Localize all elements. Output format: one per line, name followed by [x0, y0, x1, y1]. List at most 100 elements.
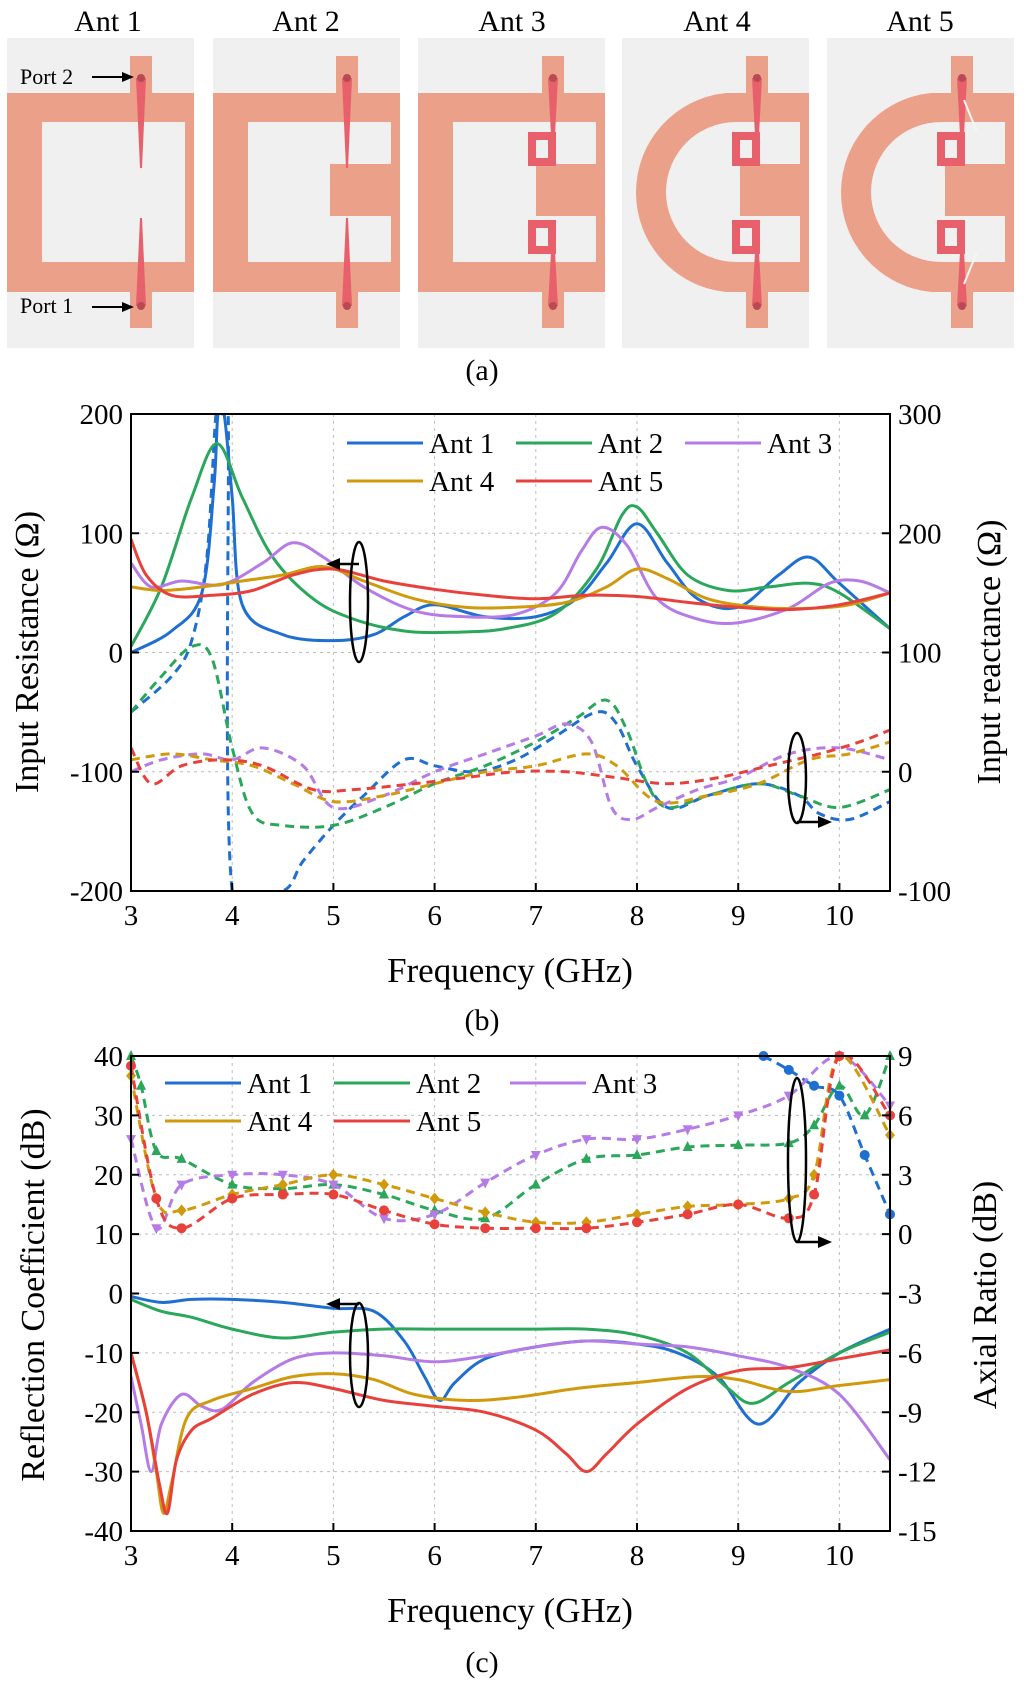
panel-b-legend-label-ant-4: Ant 4 — [429, 466, 495, 498]
ant1-patch — [7, 93, 194, 292]
ant4-feed-bottom — [752, 252, 762, 306]
panel-c-legend-label-ant-2: Ant 2 — [416, 1068, 481, 1100]
panel-b-impedance-chart: 3 4 5 6 7 8 9 10 200 100 0 -100 -200 300 200 100 0 -100 A… — [9, 399, 1008, 1037]
panel-c-ant-3-marker-6 — [379, 1214, 389, 1225]
panel-c-ant-3-marker-5 — [328, 1180, 339, 1191]
panel-c-y2label: Axial Ratio (dB) — [967, 1181, 1004, 1410]
panel-c-ant-2-marker-14 — [733, 1139, 744, 1150]
panel-c-ant-4-dashed-line — [131, 1056, 890, 1225]
panel-b-xlabel: Frequency (GHz) — [387, 951, 633, 990]
panel-c-series — [126, 1050, 895, 1516]
panel-c-ant-4-marker-8 — [480, 1206, 491, 1219]
ant3-patch — [418, 93, 605, 292]
panel-c-ant-5-marker-1 — [151, 1193, 162, 1204]
panel-c-ant-5-marker-6 — [379, 1205, 389, 1216]
ant3-feed-top — [548, 78, 558, 135]
panel-b-left-arrowhead — [326, 558, 340, 570]
ant1-feed-bottom — [136, 218, 146, 306]
panel-c-ant-3-marker-2 — [176, 1180, 187, 1191]
ant1-feed-top — [136, 78, 146, 168]
panel-b-ant-5-dashed-line — [131, 728, 890, 794]
panel-b-ytick-label--100: -100 — [70, 757, 123, 789]
panel-c-ant-4-marker-12 — [682, 1200, 693, 1213]
panel-c-xlabel: Frequency (GHz) — [387, 1591, 633, 1630]
panel-c-xtick-label-9: 9 — [731, 1540, 746, 1572]
panel-b-ytick-label-100: 100 — [80, 518, 124, 550]
panel-b-caption: (b) — [465, 1004, 500, 1037]
panel-c-ant-3-marker-3 — [227, 1170, 238, 1181]
panel-b-xtick-label-9: 9 — [731, 900, 746, 932]
ant5-lower-loop — [937, 220, 965, 254]
panel-c-ant-3-marker-1 — [151, 1224, 162, 1235]
panel-c-ant-3-marker-10 — [581, 1135, 592, 1146]
ant4-feed-top — [752, 78, 762, 135]
ant2-feed-top — [342, 78, 352, 168]
panel-c-ant-1-marker-2 — [809, 1080, 820, 1091]
panel-c-legend-label-ant-1: Ant 1 — [247, 1068, 312, 1100]
panel-c-y2tick-label-0: 0 — [898, 1219, 913, 1251]
panel-c-legend-label-ant-4: Ant 4 — [247, 1106, 313, 1138]
panel-b-y2tick-label-100: 100 — [898, 638, 942, 670]
panel-c-ant-2-dashed-line — [131, 1056, 890, 1221]
panel-c-ant-5-marker-12 — [682, 1209, 693, 1220]
ant3-lower-loop — [528, 220, 556, 254]
port1-arrowhead — [122, 302, 134, 312]
panel-c-ant-2-marker-10 — [530, 1178, 541, 1189]
ant5-slot-bottom — [963, 251, 978, 285]
panel-c-y2tick-label-6: 6 — [898, 1100, 913, 1132]
panel-c-ant-5-marker-4 — [277, 1189, 288, 1200]
panel-c-ant-3-marker-11 — [632, 1135, 642, 1146]
panel-b-xtick-label-6: 6 — [427, 900, 442, 932]
panel-c-ant-3-marker-13 — [733, 1111, 744, 1122]
panel-c-ant-5-marker-10 — [581, 1223, 592, 1234]
panel-b-ant-5-solid-line — [131, 538, 890, 612]
panel-c-ant-1-marker-3 — [834, 1090, 845, 1101]
panel-b-xtick-label-3: 3 — [124, 900, 139, 932]
panel-c-grid — [130, 1055, 890, 1532]
panel-c-ant-3-marker-7 — [429, 1210, 440, 1221]
panel-b-xtick-label-4: 4 — [225, 900, 240, 932]
panel-c-y2tick-label--15: -15 — [898, 1516, 937, 1548]
panel-b-xtick-label-8: 8 — [630, 900, 645, 932]
panel-b-ytick-label--200: -200 — [70, 876, 123, 908]
panel-b-right-axis-ellipse — [786, 731, 808, 825]
panel-b-ant-2-solid-line — [131, 442, 890, 648]
panel-c-caption: (c) — [465, 1646, 498, 1679]
panel-b-ant-3-dashed-line — [131, 722, 890, 822]
ant2-patch — [213, 93, 400, 292]
ant5-patch — [840, 93, 1014, 292]
panel-c-ant-3-marker-8 — [480, 1178, 491, 1189]
panel-c-legend-label-ant-5: Ant 5 — [416, 1106, 481, 1138]
ant4-title: Ant 4 — [683, 5, 751, 38]
panel-c-ant-4-marker-5 — [328, 1168, 339, 1181]
panel-c-ant-1-solid-line — [131, 1295, 890, 1426]
panel-c-y2tick-label--3: -3 — [898, 1279, 922, 1311]
panel-b-y2label: Input reactance (Ω) — [971, 520, 1008, 785]
panel-c-reflection-axialratio-chart: 3 4 5 6 7 8 9 10403020100-10-20-30-409630-3-6-9… — [15, 1041, 1004, 1679]
panel-c-ant-4-marker-2 — [176, 1204, 187, 1217]
ant4-lower-loop — [732, 220, 760, 254]
panel-c-ytick-label--40: -40 — [84, 1516, 123, 1548]
ant4-port1-dot — [753, 302, 761, 310]
panel-c-ant-2-marker-17 — [834, 1079, 845, 1090]
panel-c-ant-5-marker-9 — [530, 1223, 541, 1234]
panel-c-ant-1-marker-1 — [783, 1064, 794, 1075]
panel-c-ant-1-dashed-line — [762, 1056, 890, 1215]
ant4-center-stub — [740, 164, 809, 216]
panel-b-ant-2-dashed-line — [131, 643, 890, 829]
panel-b-ylabel: Input Resistance (Ω) — [9, 511, 46, 793]
panel-c-xtick-label-6: 6 — [427, 1540, 442, 1572]
panel-c-ant-2-solid-line — [131, 1298, 890, 1405]
ant4-upper-loop — [732, 132, 760, 166]
panel-b-ytick-label-200: 200 — [80, 399, 124, 431]
ant5-feed-top — [957, 78, 967, 135]
panel-c-ylabel: Reflection Coefficient (dB) — [15, 1108, 52, 1481]
ant5-port1-dot — [958, 302, 966, 310]
panel-b-grid — [130, 413, 890, 892]
panel-c-ant-4-marker-6 — [379, 1178, 389, 1191]
panel-c-xtick-label-5: 5 — [326, 1540, 341, 1572]
panel-b-series — [131, 414, 890, 891]
panel-c-ant-5-marker-15 — [809, 1189, 820, 1200]
panel-b-y2tick-label-300: 300 — [898, 399, 942, 431]
